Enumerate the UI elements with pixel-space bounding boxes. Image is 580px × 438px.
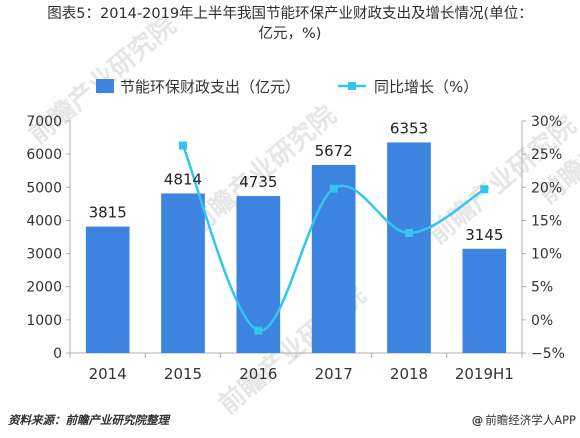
bar [85, 226, 130, 353]
y-left-tick-label: 2000 [26, 280, 62, 296]
growth-point [329, 184, 338, 193]
legend-bar-label: 节能环保财政支出（亿元） [120, 78, 300, 96]
chart-title-line2: 亿元，%) [258, 26, 322, 42]
y-right-tick-label: 5% [531, 280, 553, 296]
x-tick-label: 2018 [390, 365, 428, 383]
bar-data-label: 3815 [89, 204, 127, 222]
source-note: 资料来源：前瞻产业研究院整理 [8, 413, 169, 427]
bar [161, 193, 205, 353]
y-right-tick-label: 15% [531, 213, 562, 229]
y-right-tick-label: 20% [531, 180, 562, 196]
growth-line [181, 145, 485, 332]
y-left-tick-label: 3000 [26, 247, 62, 263]
y-right-tick-label: −5% [531, 346, 565, 362]
chart-title: 图表5：2014-2019年上半年我国节能环保产业财政支出及增长情况(单位： [47, 6, 533, 22]
legend-line-marker [348, 82, 356, 90]
legend-line-label: 同比增长（%） [374, 78, 478, 96]
x-tick-label: 2017 [315, 365, 353, 383]
growth-point [405, 229, 413, 238]
y-left-tick-label: 6000 [26, 147, 62, 163]
bar-data-label: 3145 [465, 226, 503, 244]
growth-point [254, 326, 263, 335]
bar-data-label: 4814 [164, 170, 202, 188]
legend-bar-swatch [96, 79, 114, 93]
x-tick-label: 2019H1 [455, 365, 514, 383]
at-icon: @ [471, 413, 484, 427]
y-right-tick-label: 10% [531, 247, 562, 263]
y-right-tick-label: 30% [531, 114, 562, 130]
bar [311, 165, 356, 353]
y-right-tick-label: 0% [531, 313, 553, 329]
brand-name: 前瞻经济学人APP [485, 413, 576, 427]
bar-data-label: 5672 [315, 142, 353, 160]
brand-credit: @ 前瞻经济学人APP [472, 412, 576, 428]
y-left-tick-label: 5000 [26, 180, 62, 196]
bar [462, 248, 507, 353]
bar-data-label: 6353 [390, 119, 428, 137]
y-left-tick-label: 4000 [26, 213, 62, 229]
x-tick-label: 2014 [89, 365, 127, 383]
x-tick-label: 2016 [239, 365, 277, 383]
y-right-tick-label: 25% [531, 147, 562, 163]
y-left-tick-label: 1000 [26, 313, 62, 329]
x-tick-label: 2015 [164, 365, 202, 383]
bar-data-label: 4735 [239, 173, 277, 191]
growth-point [179, 141, 187, 150]
bar [387, 142, 431, 353]
y-left-tick-label: 0 [53, 346, 62, 362]
growth-point [480, 185, 489, 194]
y-left-tick-label: 7000 [26, 114, 62, 130]
